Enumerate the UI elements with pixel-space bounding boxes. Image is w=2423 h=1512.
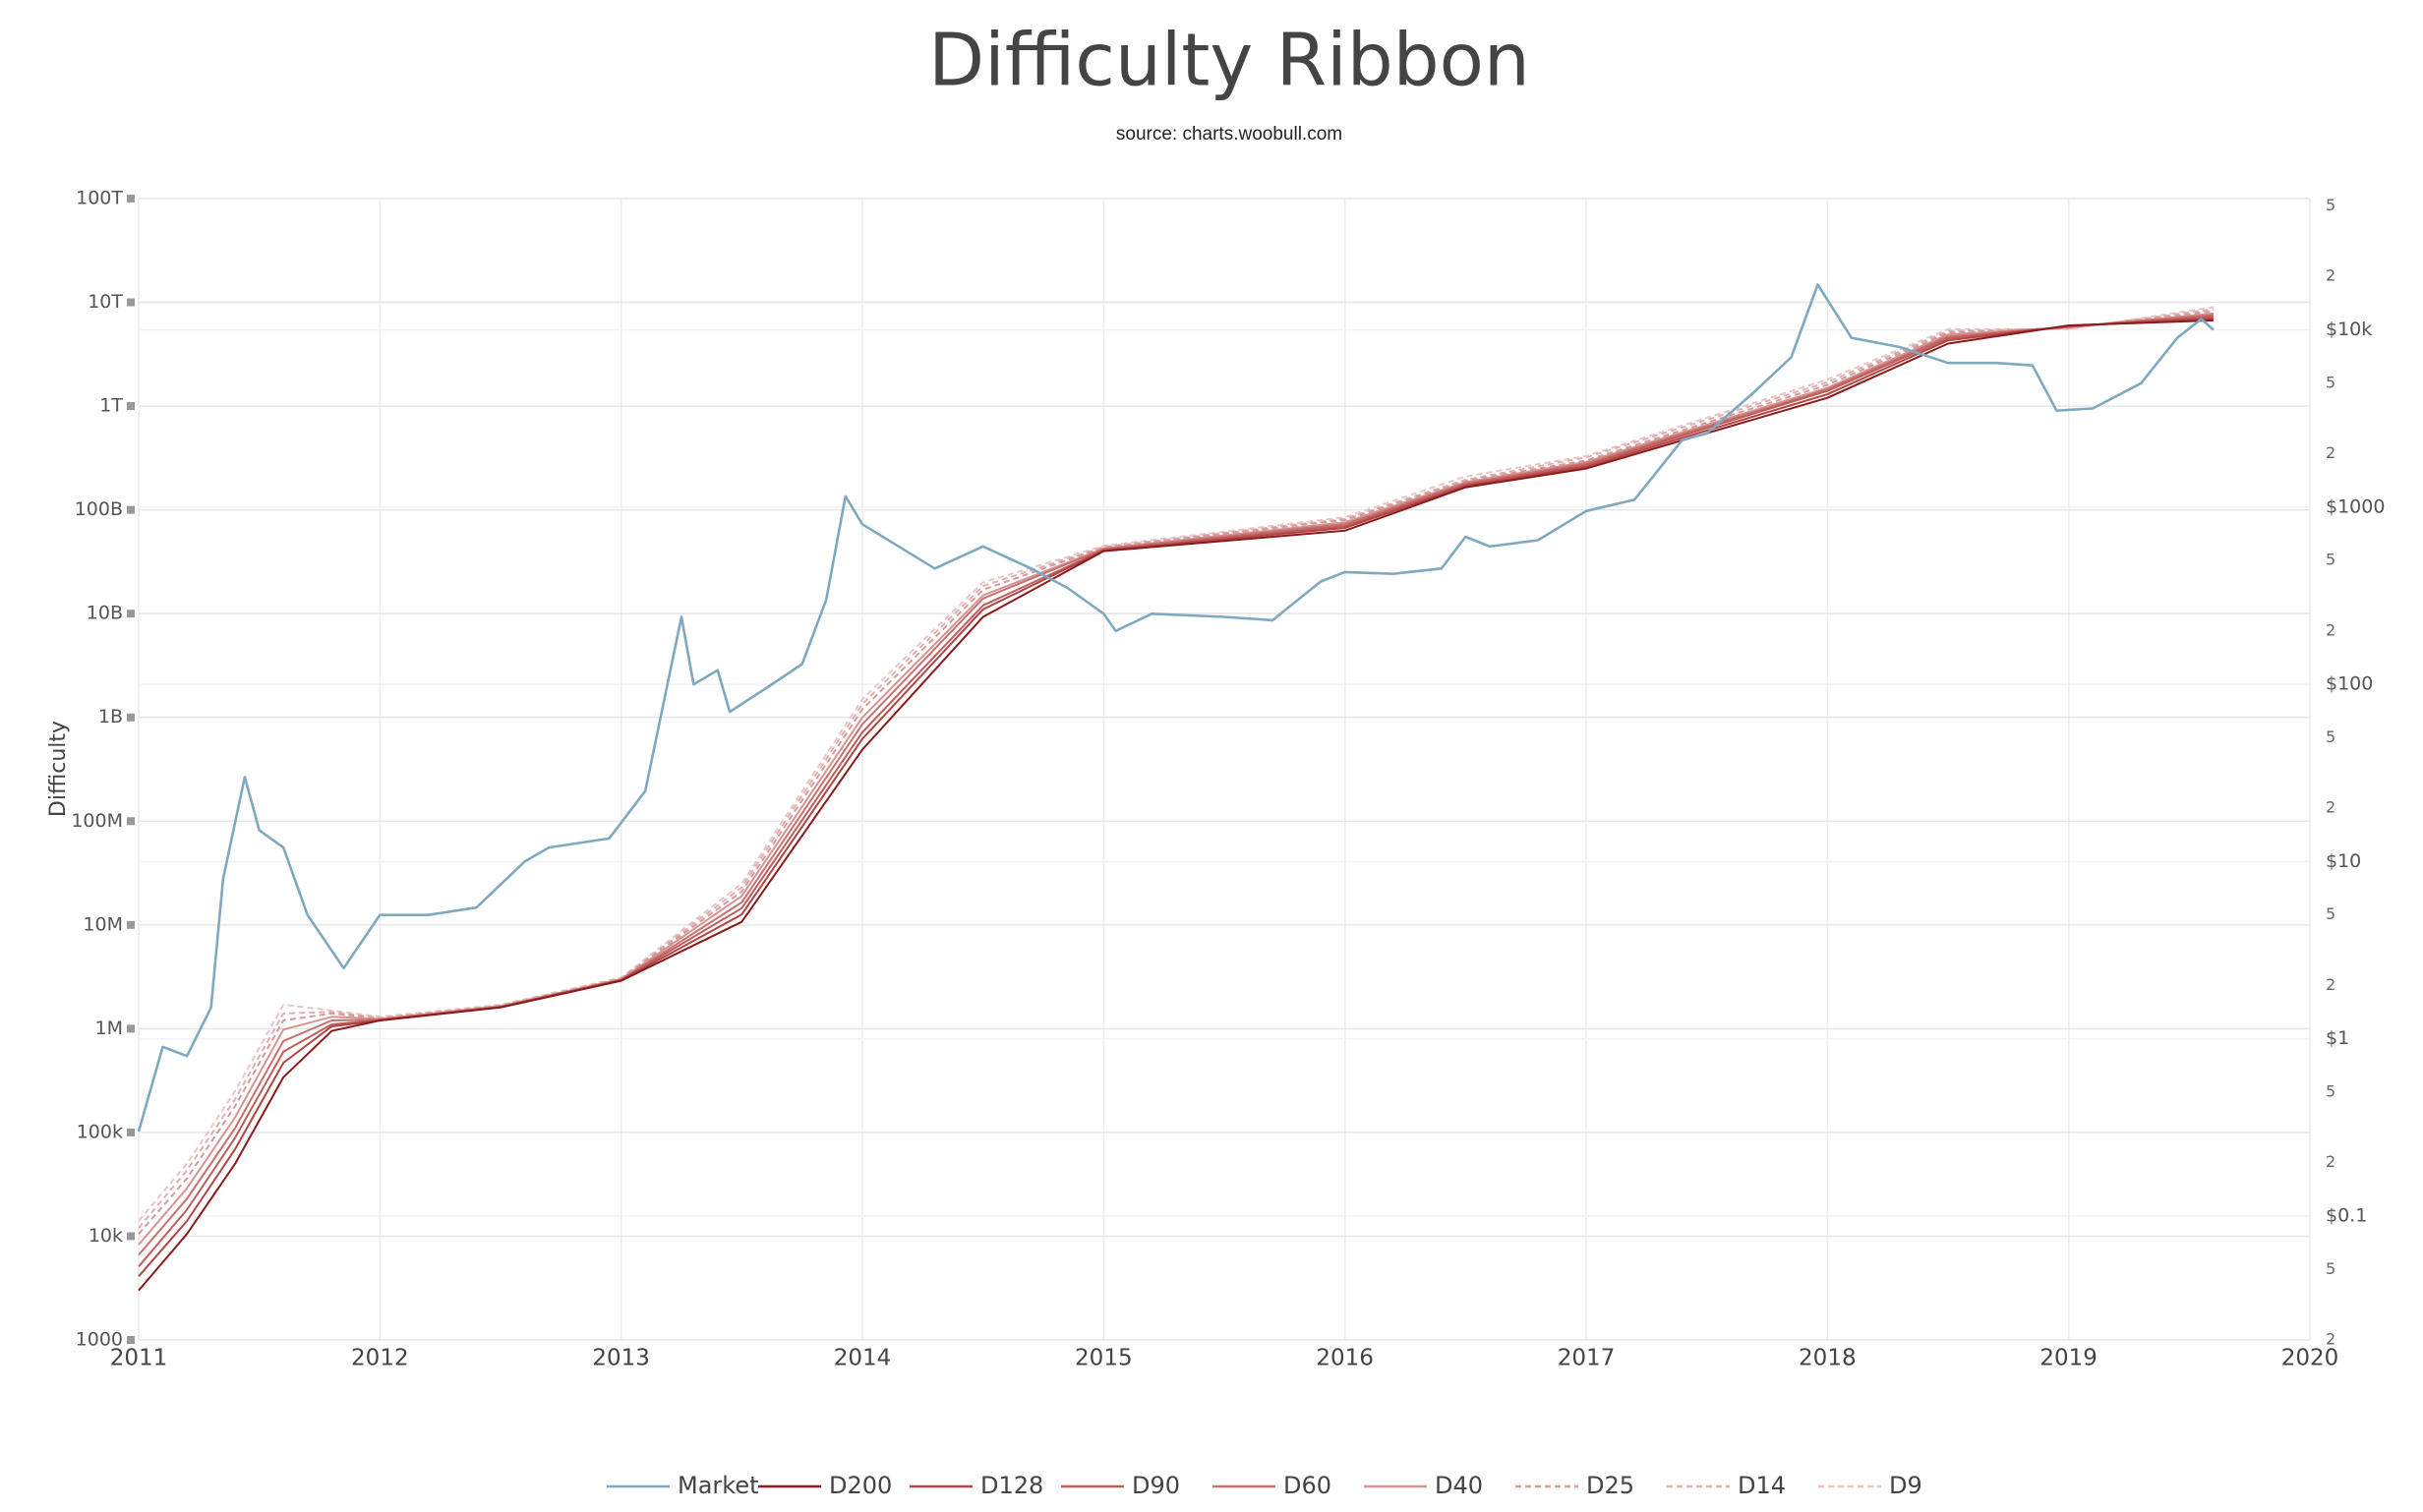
y-tick-label: 10B — [87, 603, 123, 624]
y2-tick-label: 2 — [2326, 266, 2335, 285]
x-tick-label: 2015 — [1075, 1346, 1133, 1371]
legend-label: D25 — [1586, 1472, 1634, 1499]
y2-tick-label: 5 — [2326, 904, 2335, 923]
y2-tick-label: $1 — [2326, 1027, 2349, 1049]
y-tick-label: 1B — [98, 706, 123, 727]
ribbon-line — [138, 316, 2214, 1267]
ribbon-line — [138, 319, 2214, 1292]
y2-tick-label: $10k — [2326, 319, 2372, 340]
ribbon-line — [138, 306, 2215, 1222]
y-tick-label: 10M — [83, 913, 123, 935]
y-tick-mark — [127, 713, 135, 722]
y-tick-mark — [127, 1336, 135, 1344]
y2-tick-label: 5 — [2326, 196, 2335, 214]
y-tick-label: 1T — [99, 395, 123, 417]
ribbon-line — [138, 308, 2215, 1229]
y-tick-label: 1000 — [76, 1329, 123, 1351]
chart-title: Difficulty Ribbon — [928, 19, 1530, 103]
legend-label: D200 — [829, 1472, 892, 1499]
y2-tick-label: 2 — [2326, 1152, 2335, 1171]
x-tick-label: 2017 — [1558, 1346, 1616, 1371]
y-tick-mark — [127, 1024, 135, 1033]
y2-tick-label: 2 — [2326, 1330, 2335, 1349]
x-tick-label: 2013 — [592, 1346, 650, 1371]
y2-tick-label: 5 — [2326, 727, 2335, 746]
legend-label: D14 — [1738, 1472, 1786, 1499]
x-tick-label: 2011 — [110, 1346, 168, 1371]
y2-tick-label: 2 — [2326, 443, 2335, 462]
legend-label: D90 — [1132, 1472, 1180, 1499]
y2-tick-label: $1000 — [2326, 495, 2385, 517]
y2-tick-label: $100 — [2326, 673, 2373, 695]
y-tick-label: 10k — [89, 1225, 123, 1247]
y2-tick-label: 5 — [2326, 1081, 2335, 1100]
y2-tick-label: 2 — [2326, 975, 2335, 994]
x-tick-label: 2019 — [2039, 1346, 2098, 1371]
y-tick-mark — [127, 1232, 135, 1241]
legend-label: D9 — [1889, 1472, 1922, 1499]
y-tick-mark — [127, 402, 135, 411]
x-tick-label: 2020 — [2281, 1346, 2339, 1371]
y-tick-label: 1M — [95, 1018, 123, 1039]
y-tick-mark — [127, 505, 135, 514]
legend-label: Market — [678, 1472, 759, 1499]
market-line — [137, 283, 2215, 1133]
y-tick-label: 10T — [88, 291, 123, 313]
y-axis-label: Difficulty — [46, 721, 71, 817]
y2-tick-label: 5 — [2326, 373, 2335, 391]
x-tick-label: 2016 — [1316, 1346, 1374, 1371]
y-tick-mark — [127, 817, 135, 826]
x-tick-label: 2014 — [834, 1346, 892, 1371]
x-tick-label: 2012 — [351, 1346, 409, 1371]
y2-tick-label: 2 — [2326, 620, 2335, 639]
y-tick-mark — [127, 610, 135, 618]
ribbon-line — [138, 314, 2214, 1256]
ribbon-line — [138, 310, 2215, 1235]
y2-tick-label: 5 — [2326, 1259, 2335, 1278]
legend-label: D128 — [980, 1472, 1043, 1499]
y2-tick-label: 5 — [2326, 551, 2335, 569]
ribbon-line — [138, 317, 2214, 1277]
y-tick-mark — [127, 298, 135, 307]
legend-label: D40 — [1435, 1472, 1483, 1499]
y2-tick-label: $0.1 — [2326, 1204, 2367, 1226]
y-tick-mark — [127, 1128, 135, 1136]
y2-tick-label: $10 — [2326, 850, 2361, 872]
chart-subtitle: source: charts.woobull.com — [1116, 124, 1342, 145]
y-tick-mark — [127, 920, 135, 929]
y-tick-mark — [127, 195, 135, 203]
y-tick-label: 100B — [75, 498, 123, 520]
x-tick-label: 2018 — [1799, 1346, 1857, 1371]
y2-tick-label: 2 — [2326, 798, 2335, 817]
ribbon-line — [138, 312, 2214, 1246]
legend-label: D60 — [1283, 1472, 1331, 1499]
y-tick-label: 100k — [77, 1121, 123, 1142]
y-tick-label: 100T — [76, 188, 123, 209]
y-tick-label: 100M — [71, 810, 123, 832]
